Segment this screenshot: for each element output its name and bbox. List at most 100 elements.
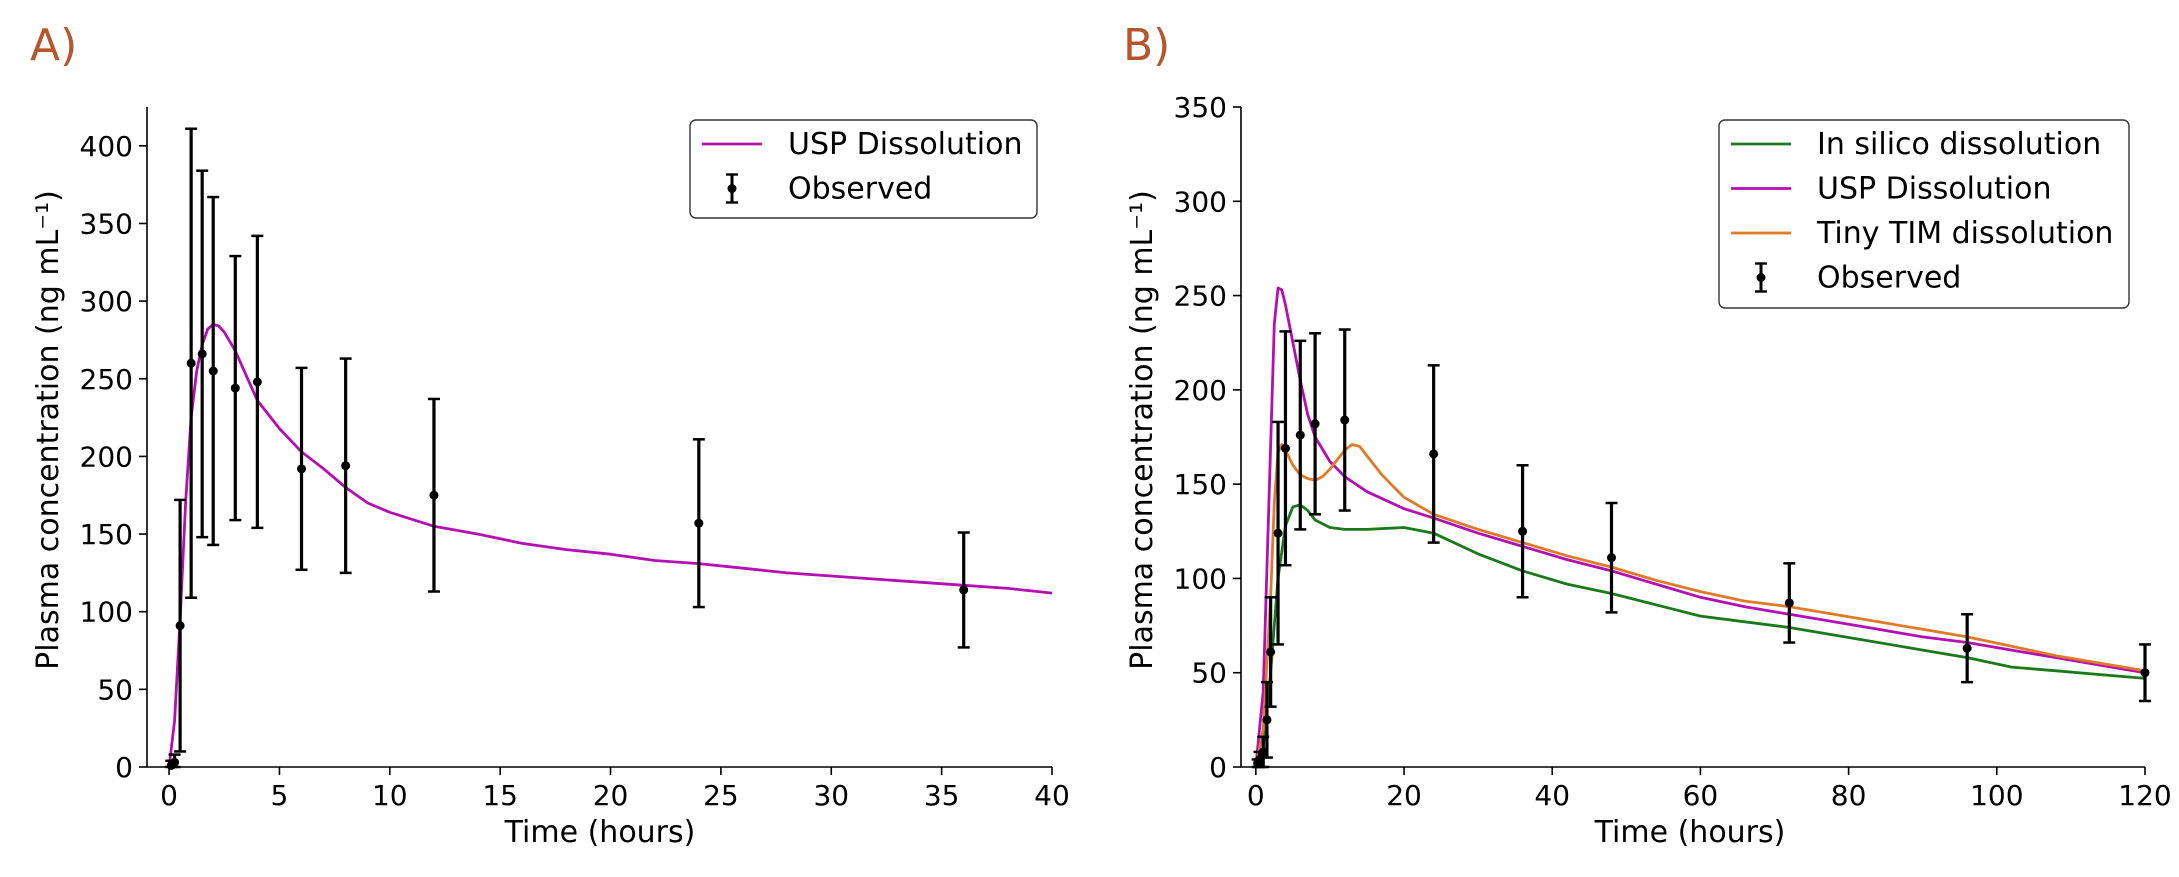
panel-a-ytick-label: 400 bbox=[80, 130, 133, 163]
observed-marker bbox=[208, 366, 218, 376]
panel-b-observed-point bbox=[1961, 613, 1974, 684]
panel-a-xtick-label: 40 bbox=[1034, 779, 1070, 812]
legend-swatch-marker bbox=[727, 184, 737, 193]
panel-a-observed-point bbox=[196, 169, 209, 539]
observed-marker bbox=[694, 518, 704, 528]
panel-b-ytick-label: 350 bbox=[1174, 91, 1227, 124]
panel-b-ytick-label: 50 bbox=[1191, 657, 1227, 690]
panel-a-observed-point bbox=[692, 438, 705, 609]
panel-b-ytick-label: 100 bbox=[1174, 562, 1227, 595]
panel-a-observed-point bbox=[295, 366, 308, 572]
legend-label: USP Dissolution bbox=[788, 127, 1023, 162]
panel-b-observed-point bbox=[1338, 328, 1351, 512]
observed-marker bbox=[341, 461, 351, 471]
observed-marker bbox=[1340, 415, 1350, 425]
panel-a-ytick-label: 0 bbox=[115, 751, 133, 784]
panel-b-xtick-label: 40 bbox=[1534, 779, 1570, 812]
panel-b-observed-point bbox=[1427, 364, 1440, 544]
panel-a-observed-point bbox=[427, 397, 440, 593]
panel-b-label: B) bbox=[1123, 20, 1170, 71]
observed-marker bbox=[175, 621, 185, 631]
panel-b-observed-point bbox=[1264, 596, 1277, 708]
legend-label: USP Dissolution bbox=[1817, 172, 2052, 207]
legend-box bbox=[1718, 119, 2130, 309]
legend-item: USP Dissolution bbox=[1731, 172, 2052, 207]
panel-b-observed-point bbox=[1516, 464, 1529, 599]
panel-b-observed-point bbox=[1279, 330, 1292, 567]
observed-marker bbox=[1518, 526, 1528, 536]
panel-b-observed-point bbox=[2139, 643, 2151, 703]
legend-label: Observed bbox=[788, 172, 932, 207]
legend-swatch-marker bbox=[1756, 273, 1766, 282]
observed-marker bbox=[1784, 598, 1794, 608]
observed-marker bbox=[297, 464, 307, 474]
legend-item: Tiny TIM dissolution bbox=[1731, 216, 2113, 251]
legend-label: Tiny TIM dissolution bbox=[1816, 216, 2113, 251]
legend-item: USP Dissolution bbox=[702, 127, 1023, 162]
observed-marker bbox=[1280, 443, 1290, 453]
legend-label: Observed bbox=[1817, 261, 1961, 296]
panel-a-ytick-label: 50 bbox=[97, 673, 133, 706]
panel-a-observed-point bbox=[174, 498, 187, 753]
panel-a-plot: 0 50 100 150 200 250 300 350 400 0 5 10 15 20 25 30 35 40… bbox=[80, 107, 1070, 812]
panel-b-plot: 0 50 100 150 200 250 300 350 0 20 40 60 80 100 120 In s… bbox=[1174, 91, 2172, 812]
panel-b-xtick-label: 20 bbox=[1386, 779, 1422, 812]
panel-a-ytick-label: 350 bbox=[80, 207, 133, 240]
observed-marker bbox=[1962, 643, 1972, 653]
panel-a-ytick-label: 100 bbox=[80, 596, 133, 629]
panel-b-line-tiny-tim-dissolution bbox=[1254, 443, 2146, 767]
panel-a-xtick-label: 0 bbox=[160, 779, 178, 812]
panel-a-observed-point bbox=[957, 531, 970, 649]
panel-a-xtick-label: 10 bbox=[372, 779, 408, 812]
panel-a-xlabel: Time (hours) bbox=[504, 815, 696, 850]
panel-b-ytick-label: 300 bbox=[1174, 185, 1227, 218]
panel-b-xtick-label: 60 bbox=[1683, 779, 1719, 812]
panel-b-line-usp-dissolution bbox=[1254, 286, 2146, 767]
panel-a-observed-point bbox=[207, 195, 220, 547]
observed-marker bbox=[959, 585, 969, 595]
panel-b: B) 0 50 100 150 200 250 300 350 0 20 40 60 80 100 120 I… bbox=[1123, 20, 2172, 850]
panel-a-observed-point bbox=[185, 127, 198, 599]
observed-marker bbox=[1262, 715, 1272, 725]
panel-a-observed-point bbox=[251, 234, 264, 530]
panel-b-xtick-label: 80 bbox=[1831, 779, 1867, 812]
panel-a-xtick-label: 35 bbox=[924, 779, 960, 812]
panel-b-xtick-label: 120 bbox=[2118, 779, 2171, 812]
panel-a: A) 0 50 100 150 200 250 300 350 400 0 5 10 15 20 25 30 3… bbox=[30, 20, 1070, 850]
panel-b-observed-point bbox=[1309, 332, 1322, 516]
panel-b-observed-point bbox=[1605, 501, 1618, 614]
panel-a-legend: USP Dissolution Observed bbox=[689, 119, 1038, 219]
panel-a-xtick-label: 15 bbox=[482, 779, 518, 812]
panel-a-ytick-label: 200 bbox=[80, 440, 133, 473]
observed-marker bbox=[1606, 553, 1616, 563]
panel-b-observed-point bbox=[1294, 339, 1307, 531]
observed-marker bbox=[1429, 449, 1439, 459]
observed-marker bbox=[197, 349, 207, 359]
legend-item: Observed bbox=[726, 172, 932, 207]
legend-item: Observed bbox=[1755, 261, 1961, 296]
panel-b-ytick-label: 150 bbox=[1174, 468, 1227, 501]
observed-marker bbox=[170, 757, 180, 767]
panel-a-observed-point bbox=[168, 753, 181, 769]
panel-b-observed-point bbox=[1783, 562, 1796, 644]
observed-marker bbox=[1273, 528, 1283, 538]
observed-marker bbox=[429, 490, 439, 500]
panel-a-label: A) bbox=[30, 20, 77, 71]
panel-a-xtick-label: 20 bbox=[593, 779, 629, 812]
observed-marker bbox=[186, 358, 196, 368]
panel-a-xtick-label: 30 bbox=[813, 779, 849, 812]
legend-item: In silico dissolution bbox=[1731, 127, 2101, 162]
panel-a-observed-point bbox=[339, 357, 352, 575]
panel-b-xlabel: Time (hours) bbox=[1594, 815, 1786, 850]
observed-marker bbox=[2140, 668, 2150, 678]
observed-marker bbox=[1310, 419, 1320, 429]
observed-marker bbox=[252, 377, 262, 387]
panel-a-observed-point bbox=[229, 254, 242, 522]
panel-b-xtick-label: 100 bbox=[1970, 779, 2023, 812]
legend-box bbox=[689, 119, 1038, 219]
legend-label: In silico dissolution bbox=[1817, 127, 2101, 162]
panel-a-xtick-label: 25 bbox=[703, 779, 739, 812]
panel-a-ylabel: Plasma concentration (ng mL⁻¹) bbox=[31, 190, 66, 670]
observed-marker bbox=[230, 383, 240, 393]
